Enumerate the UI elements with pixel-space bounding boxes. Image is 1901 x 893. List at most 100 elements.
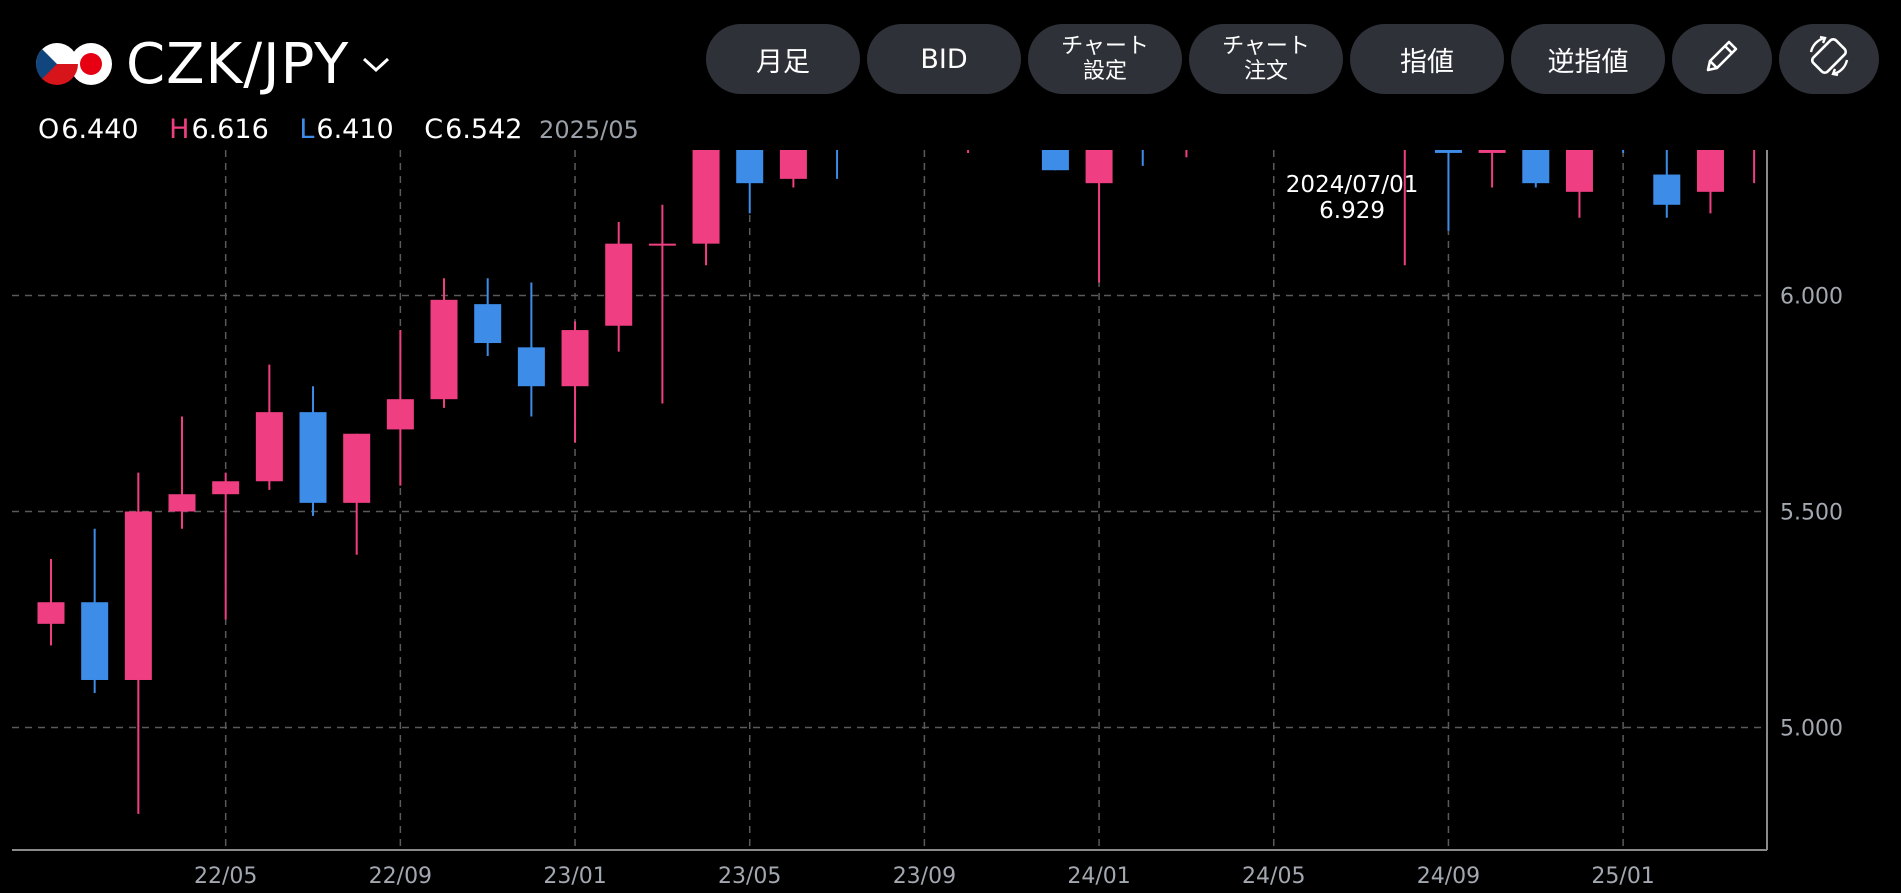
candle-body xyxy=(1522,150,1550,184)
stop-order-label: 逆指値 xyxy=(1547,46,1629,78)
stop-order-button[interactable]: 逆指値 xyxy=(1511,24,1665,94)
annotation-date: 2024/07/01 xyxy=(1286,172,1419,198)
candle xyxy=(343,433,371,555)
candle-body xyxy=(1565,150,1593,192)
x-tick-label: 24/09 xyxy=(1417,864,1480,889)
candle-body xyxy=(474,304,502,344)
annotation-value: 6.929 xyxy=(1319,198,1385,224)
candle-body xyxy=(1478,150,1506,153)
candle xyxy=(1753,150,1756,184)
candle xyxy=(1522,150,1550,188)
candle xyxy=(81,528,109,693)
candle-body xyxy=(517,347,545,387)
y-tick-label: 6.000 xyxy=(1780,285,1843,310)
timeframe-label: 月足 xyxy=(756,46,810,78)
rotate-screen-button[interactable] xyxy=(1779,24,1879,94)
candle xyxy=(168,416,196,529)
candle xyxy=(779,150,807,188)
candle-body xyxy=(81,602,109,680)
candle xyxy=(124,472,152,814)
candle xyxy=(517,282,545,417)
open-value: 6.440 xyxy=(61,114,139,145)
candle xyxy=(561,321,589,443)
chart-settings-label-line2: 設定 xyxy=(1082,59,1127,84)
y-tick-label: 5.500 xyxy=(1780,501,1843,526)
candle-body xyxy=(1041,150,1069,171)
chart-settings-label-line1: チャート xyxy=(1061,34,1149,59)
candle xyxy=(1085,150,1113,283)
axes: 5.0005.5006.0006.5007.00022/0522/0923/01… xyxy=(12,150,1843,889)
draw-button[interactable] xyxy=(1672,24,1772,94)
candle-body xyxy=(168,494,196,512)
candle-body xyxy=(1434,150,1462,153)
price-type-label: BID xyxy=(920,43,968,75)
ohlc-readout: O6.440 H6.616 L6.410 C6.542 2025/05 xyxy=(38,114,639,145)
candle xyxy=(255,364,283,490)
price-type-button[interactable]: BID xyxy=(867,24,1021,94)
candle xyxy=(1185,150,1188,158)
candle xyxy=(1403,150,1406,266)
chart-order-button[interactable]: チャート 注文 xyxy=(1189,24,1343,94)
limit-order-button[interactable]: 指値 xyxy=(1350,24,1504,94)
chart-order-label-line2: 注文 xyxy=(1243,59,1288,84)
close-value: 6.542 xyxy=(445,114,523,145)
candle-body xyxy=(124,511,152,680)
x-tick-label: 23/01 xyxy=(543,864,606,889)
candle xyxy=(474,278,502,356)
candle-body xyxy=(343,433,371,503)
candle xyxy=(1141,150,1144,166)
chevron-down-icon[interactable] xyxy=(361,54,391,74)
candle xyxy=(212,472,240,620)
low-value: 6.410 xyxy=(316,114,394,145)
candle-body xyxy=(255,412,283,482)
candle xyxy=(1565,150,1593,218)
pencil-icon xyxy=(1700,34,1744,85)
candle-body xyxy=(386,399,414,430)
candle-body xyxy=(1653,174,1681,205)
x-tick-label: 24/05 xyxy=(1242,864,1305,889)
candle xyxy=(430,278,458,408)
candle-body xyxy=(1696,150,1724,192)
candle-body xyxy=(779,150,807,179)
candle xyxy=(605,222,633,352)
candle xyxy=(1434,150,1462,231)
candle-body xyxy=(299,412,327,503)
high-label: H xyxy=(169,114,190,145)
x-tick-label: 23/09 xyxy=(893,864,956,889)
candle xyxy=(37,559,65,646)
candle-body xyxy=(1085,150,1113,184)
candle-body xyxy=(736,150,764,184)
candle-body xyxy=(212,481,240,495)
candle-body xyxy=(37,602,65,624)
symbol-selector[interactable]: CZK/JPY xyxy=(36,24,391,104)
candle-body xyxy=(692,150,720,244)
candle xyxy=(1478,150,1506,188)
x-tick-label: 24/01 xyxy=(1067,864,1130,889)
symbol-label: CZK/JPY xyxy=(126,31,350,97)
candle-date: 2025/05 xyxy=(539,116,639,144)
grid-lines xyxy=(12,150,1767,850)
candle xyxy=(836,150,839,179)
y-tick-label: 5.000 xyxy=(1780,717,1843,742)
chart-order-label-line1: チャート xyxy=(1222,34,1310,59)
candle xyxy=(1041,150,1069,171)
candle-body xyxy=(605,243,633,326)
x-tick-label: 22/09 xyxy=(369,864,432,889)
chart-settings-button[interactable]: チャート 設定 xyxy=(1028,24,1182,94)
candle xyxy=(299,386,327,516)
open-label: O xyxy=(38,114,60,145)
candle xyxy=(386,330,414,486)
candle-body xyxy=(561,330,589,387)
candlestick-chart[interactable]: 5.0005.5006.0006.5007.00022/0522/0923/01… xyxy=(0,150,1901,893)
limit-order-label: 指値 xyxy=(1400,46,1454,78)
screen-rotate-icon xyxy=(1805,32,1853,87)
czech-flag-icon xyxy=(36,43,78,85)
candle xyxy=(736,150,764,214)
x-tick-label: 25/01 xyxy=(1591,864,1654,889)
timeframe-button[interactable]: 月足 xyxy=(706,24,860,94)
close-label: C xyxy=(424,114,444,145)
candle xyxy=(692,150,720,266)
candle xyxy=(1622,150,1625,153)
x-tick-label: 23/05 xyxy=(718,864,781,889)
candle xyxy=(648,204,676,404)
